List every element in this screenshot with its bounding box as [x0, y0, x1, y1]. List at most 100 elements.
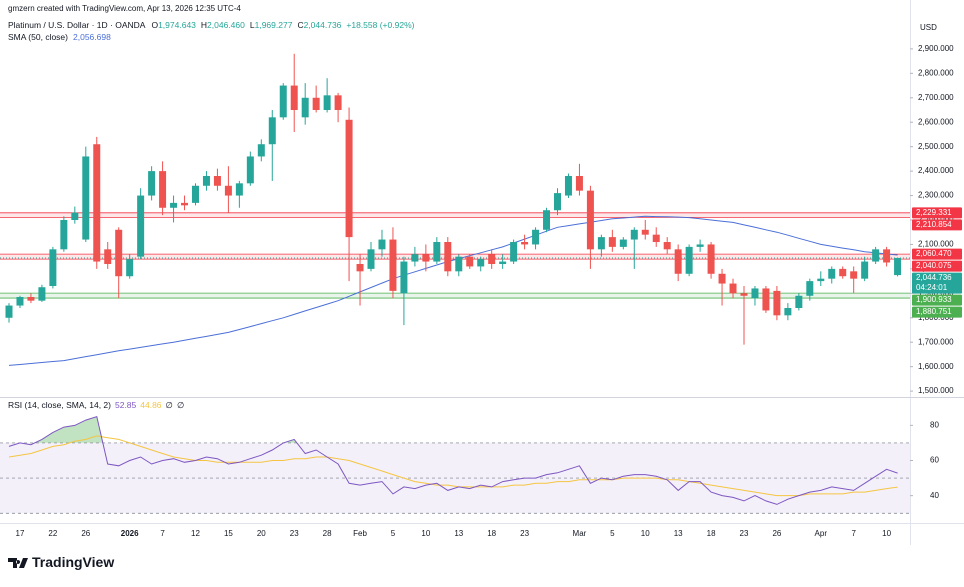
- candle-body: [49, 249, 57, 286]
- x-tick-label: 23: [290, 529, 299, 538]
- x-tick-label: Apr: [815, 529, 828, 538]
- candle-body: [345, 119, 353, 238]
- candle-body: [477, 259, 485, 267]
- overlay-value: 2,056.698: [73, 32, 111, 42]
- candle-body: [16, 297, 24, 306]
- candle-body: [894, 257, 902, 276]
- candle-body: [488, 254, 496, 264]
- price-label-box: [912, 294, 962, 306]
- x-tick-label: 13: [454, 529, 463, 538]
- x-tick-label: 28: [323, 529, 332, 538]
- candle-body: [444, 242, 452, 272]
- candle-body: [762, 288, 770, 311]
- y-tick-label: 1,500.000: [918, 386, 954, 395]
- logo: TradingView: [8, 554, 114, 570]
- candle-body: [334, 95, 342, 110]
- ohlc-key: L: [250, 20, 255, 30]
- candle-body: [202, 176, 210, 186]
- candle-body: [378, 239, 386, 250]
- price-label-box: [912, 219, 962, 231]
- candle-body: [137, 195, 145, 257]
- price-label: 04:24:01: [916, 283, 948, 292]
- attribution: gmzern created with TradingView.com, Apr…: [8, 4, 241, 13]
- candle-body: [564, 176, 572, 196]
- level-zone: [0, 254, 910, 260]
- candle-body: [268, 117, 276, 145]
- candle-body: [510, 242, 518, 262]
- price-label-box: [912, 260, 962, 272]
- price-label: 1,880.751: [916, 307, 952, 316]
- x-tick-label: 12: [191, 529, 200, 538]
- price-label-box: [912, 306, 962, 318]
- candle-body: [850, 271, 858, 279]
- candle-body: [795, 295, 803, 308]
- price-label: 2,060.470: [916, 249, 952, 258]
- price-label-box: [912, 207, 962, 219]
- candle-body: [115, 229, 123, 277]
- candle-body: [784, 308, 792, 316]
- candle-body: [641, 229, 649, 235]
- candle-body: [433, 242, 441, 262]
- candle-body: [279, 85, 287, 118]
- rsi-value: 44.86: [140, 400, 162, 410]
- candle-body: [674, 249, 682, 274]
- candle-body: [608, 237, 616, 247]
- candle-body: [707, 244, 715, 274]
- x-tick-label: Mar: [573, 529, 587, 538]
- candle-body: [729, 283, 737, 294]
- candle-body: [773, 290, 781, 316]
- x-tick-label: 2026: [121, 529, 139, 538]
- rsi-extra: ∅: [166, 400, 173, 410]
- price-label: 2,210.854: [916, 220, 952, 229]
- candle-body: [455, 256, 463, 272]
- x-tick-label: 5: [391, 529, 396, 538]
- x-tick-label: 18: [707, 529, 716, 538]
- candle-body: [543, 210, 551, 230]
- candle-body: [235, 183, 243, 196]
- ohlc-value: 2,044.736: [304, 20, 342, 30]
- x-tick-label: 5: [610, 529, 615, 538]
- candle-body: [532, 229, 540, 245]
- x-tick-label: 23: [520, 529, 529, 538]
- price-label-box: [912, 248, 962, 260]
- x-tick-label: 15: [224, 529, 233, 538]
- candle-body: [82, 156, 90, 240]
- y-tick-label: 60: [930, 456, 939, 465]
- candle-body: [148, 171, 156, 196]
- candle-body: [356, 264, 364, 272]
- candle-body: [38, 287, 46, 301]
- y-tick-label: 2,300.000: [918, 191, 954, 200]
- sma-line: [8, 215, 898, 366]
- candle-body: [312, 97, 320, 110]
- y-tick-label: 1,700.000: [918, 337, 954, 346]
- rsi-band: [0, 442, 910, 514]
- x-tick-label: Feb: [353, 529, 367, 538]
- rsi-line: [8, 415, 898, 505]
- price-label: 2,229.331: [916, 208, 952, 217]
- candle-body: [751, 288, 759, 299]
- candle-body: [257, 144, 265, 157]
- candle-body: [685, 246, 693, 274]
- ohlc-key: O: [151, 20, 158, 30]
- overlay-name: SMA (50, close): [8, 32, 68, 42]
- symbol-legend: Platinum / U.S. Dollar · 1D · OANDA O1,97…: [8, 20, 415, 30]
- price-label-box: [912, 272, 962, 294]
- overlay-legend: SMA (50, close) 2,056.698: [8, 32, 111, 42]
- candle-body: [740, 293, 748, 296]
- candle-body: [422, 254, 430, 262]
- candle-body: [170, 202, 178, 208]
- candle-body: [630, 229, 638, 240]
- candle-body: [126, 259, 134, 277]
- y-tick-label: 80: [930, 420, 939, 429]
- rsi-overbought-fill: [19, 416, 297, 443]
- x-tick-label: 7: [160, 529, 165, 538]
- candle-body: [499, 261, 507, 264]
- candle-body: [619, 239, 627, 247]
- ohlc-value: 1,974.643: [158, 20, 196, 30]
- x-tick-label: 26: [81, 529, 90, 538]
- x-tick-label: 10: [882, 529, 891, 538]
- price-label: 2,044.736: [916, 273, 952, 282]
- ohlc-key: H: [201, 20, 207, 30]
- candle-body: [224, 185, 232, 196]
